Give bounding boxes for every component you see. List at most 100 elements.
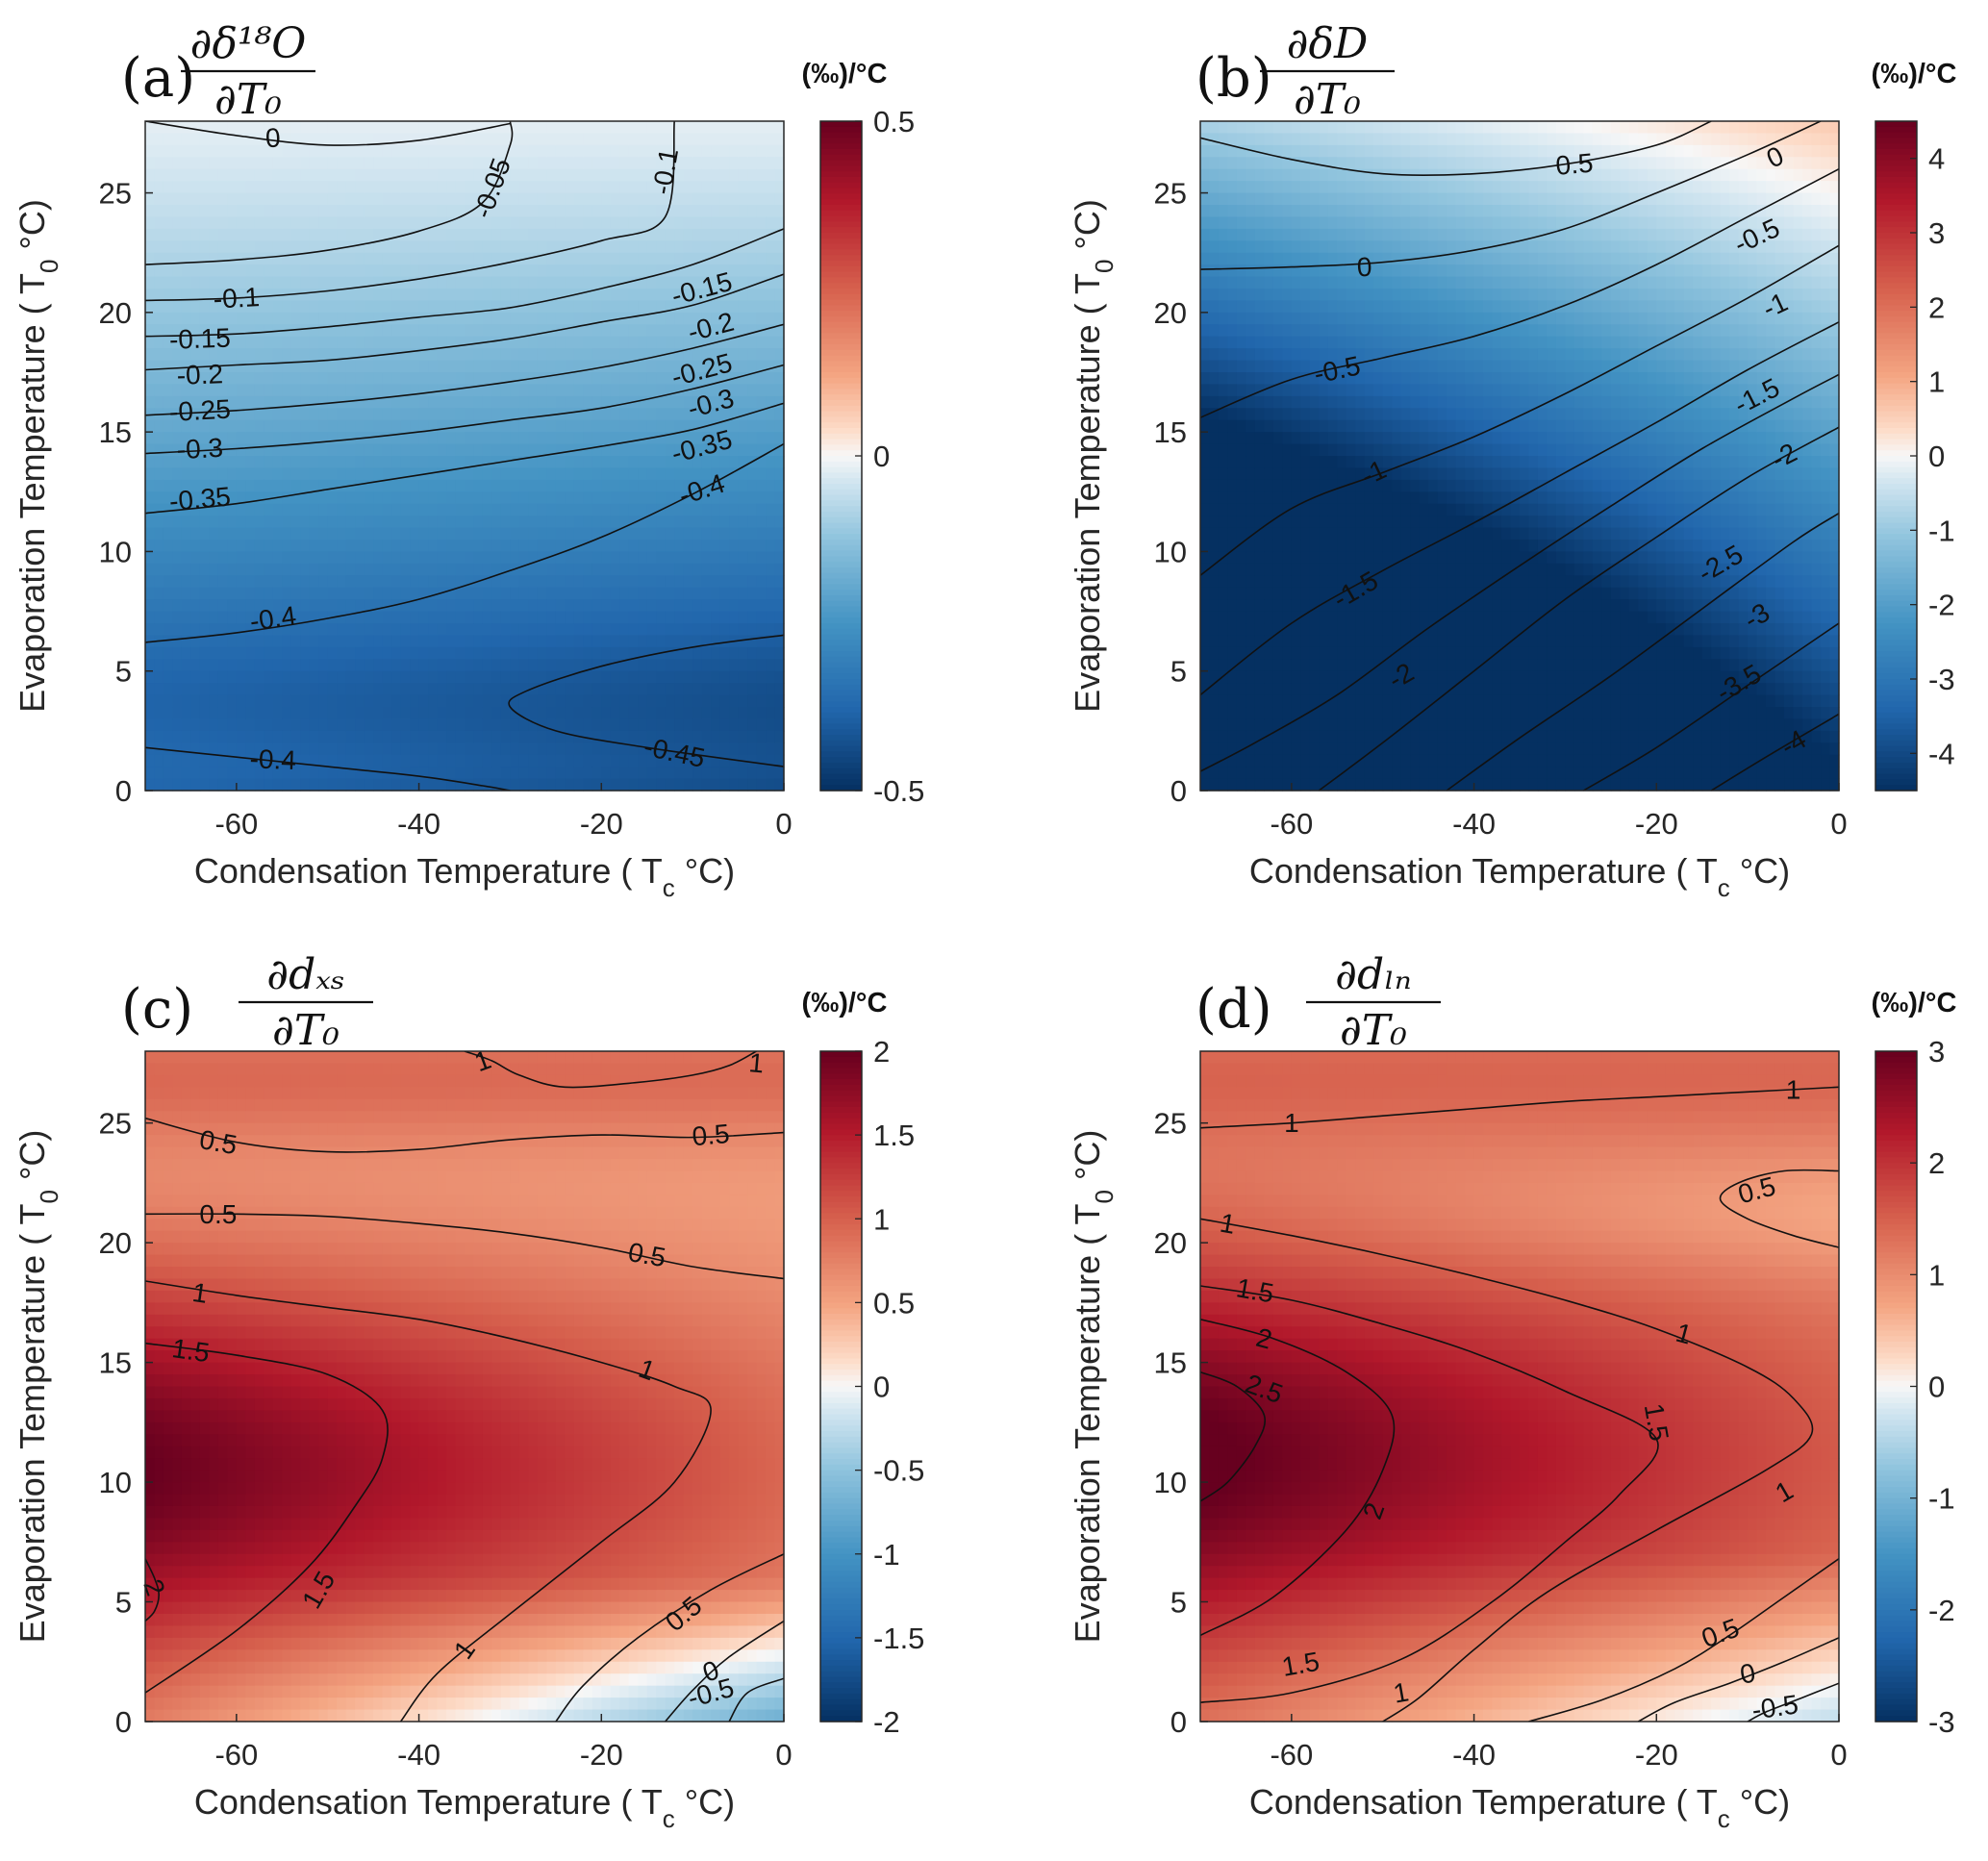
x-axis-title: Condensation Temperature ( Tc °C): [194, 851, 735, 902]
contour-line-0: [145, 121, 511, 146]
x-tick-label: -60: [214, 807, 258, 841]
formula-denominator: ∂T₀: [1340, 1006, 1407, 1055]
y-tick-label: 20: [99, 1226, 132, 1260]
contour-line-4: [145, 273, 784, 371]
y-axis-title: Evaporation Temperature ( T0 °C): [1068, 1130, 1119, 1644]
contour-line-4: [1200, 1319, 1396, 1637]
colorbar-tick-label: 0: [873, 1371, 890, 1404]
panel-letter: (b): [1195, 47, 1272, 110]
y-tick-label: 20: [1154, 296, 1187, 330]
y-axis-title: Evaporation Temperature ( T0 °C): [13, 199, 63, 713]
plot-area-frame: [144, 120, 785, 792]
x-tick-label: 0: [1830, 807, 1847, 841]
colorbar-tick-label: 0.5: [873, 1286, 915, 1320]
formula-numerator: ∂dₓₛ: [266, 950, 344, 999]
contour-line-2: [1200, 167, 1839, 418]
formula-denominator: ∂T₀: [214, 75, 282, 124]
contour-label: 0: [1738, 1658, 1758, 1690]
contour-lines: [145, 121, 784, 791]
y-tick-label: 0: [1170, 1705, 1187, 1739]
x-tick-label: -20: [1635, 807, 1678, 841]
colorbar-tick-label: 0: [1928, 1371, 1945, 1404]
contour-label: 1.5: [1279, 1647, 1321, 1682]
contour-line-9: [508, 634, 784, 767]
contour-line-1: [145, 1117, 784, 1153]
contour-label: 1: [1218, 1208, 1238, 1240]
contour-label: -0.35: [168, 481, 232, 516]
colorbar-tick-label: 1: [1928, 1258, 1945, 1292]
y-tick-label: 0: [115, 1705, 132, 1739]
y-tick-label: 5: [1170, 655, 1187, 689]
contour-line-1: [1200, 121, 1822, 270]
contour-line-5: [145, 1558, 161, 1622]
contour-label: 0: [264, 123, 281, 154]
contour-line-4: [1200, 321, 1839, 696]
y-axis-title: Evaporation Temperature ( T0 °C): [13, 1130, 63, 1644]
colorbar-tick-label: 4: [1928, 142, 1945, 176]
contour-line-0: [1200, 121, 1712, 177]
contour-line-7: [1446, 513, 1839, 791]
colorbar-tick-label: -0.5: [873, 1454, 924, 1488]
x-axis-title: Condensation Temperature ( Tc °C): [1249, 851, 1790, 902]
colorbar-tick-label: -0.5: [873, 774, 924, 808]
colorbar-tick-label: -2: [1928, 1594, 1955, 1627]
panel-letter: (a): [121, 47, 195, 110]
colorbar-unit-label: (‰)/°C: [802, 59, 888, 89]
contour-label: 0: [1356, 252, 1372, 283]
colorbar-tick-label: 3: [1928, 1035, 1945, 1069]
contour-label: 1: [747, 1047, 765, 1078]
colorbar-tick-label: -3: [1928, 1705, 1955, 1739]
y-tick-label: 15: [99, 415, 132, 449]
colorbar-tick-label: 3: [1928, 216, 1945, 250]
contour-label: 1.5: [1234, 1272, 1276, 1308]
y-tick-label: 15: [1154, 1346, 1187, 1380]
colorbar-tick-label: 1: [1928, 365, 1945, 399]
panel-b: 0.5 00-0.5-1-0.5-1.5-2-1-2.5-1.5-3-2 -3.5-…: [1068, 19, 1957, 902]
contour-lines: [145, 1051, 784, 1722]
x-tick-label: 0: [1830, 1738, 1847, 1772]
y-tick-label: 20: [1154, 1226, 1187, 1260]
colorbar: [820, 121, 862, 792]
contour-label: 1.5: [170, 1333, 212, 1368]
x-tick-label: 0: [775, 807, 792, 841]
contour-line-2: [145, 1213, 784, 1280]
x-tick-label: -40: [397, 807, 440, 841]
colorbar-tick-label: 0: [873, 440, 890, 473]
contour-label: -0.25: [168, 394, 231, 427]
formula-numerator: ∂δ¹⁸O: [190, 19, 307, 68]
contour-line-8: [145, 442, 784, 643]
y-tick-label: 0: [1170, 774, 1187, 808]
contour-label: 0.5: [691, 1119, 730, 1151]
panel-letter: (c): [121, 978, 193, 1041]
colorbar-tick-label: -4: [1928, 737, 1955, 770]
colorbar-tick-label: 1.5: [873, 1119, 915, 1152]
contour-line-2: [145, 121, 675, 302]
colorbar-unit-label: (‰)/°C: [1872, 988, 1957, 1019]
field-fill: [145, 1051, 785, 1723]
contour-label: 1: [1391, 1676, 1411, 1708]
y-tick-label: 10: [1154, 1466, 1187, 1499]
x-tick-label: -20: [1635, 1738, 1678, 1772]
plot-area-frame: [1199, 1050, 1840, 1723]
y-tick-label: 25: [99, 1107, 132, 1141]
formula-denominator: ∂T₀: [272, 1006, 340, 1055]
contour-line-6: [1318, 426, 1839, 791]
colorbar: [1875, 1051, 1917, 1723]
contour-line-0: [1200, 1086, 1839, 1129]
contour-label: -0.2: [176, 359, 223, 390]
y-tick-label: 25: [1154, 177, 1187, 211]
contour-line-10: [145, 746, 511, 791]
colorbar-tick-label: -1: [873, 1538, 900, 1572]
colorbar-tick-label: 2: [1928, 1146, 1945, 1180]
contour-line-5: [145, 323, 784, 416]
y-tick-label: 10: [99, 535, 132, 568]
y-tick-label: 15: [99, 1346, 132, 1380]
contour-label: 0.5: [197, 1124, 239, 1160]
contour-label: -0.3: [176, 433, 224, 465]
contour-line-7: [665, 1620, 784, 1722]
colorbar-tick-label: -2: [873, 1705, 900, 1739]
y-tick-label: 10: [99, 1466, 132, 1499]
